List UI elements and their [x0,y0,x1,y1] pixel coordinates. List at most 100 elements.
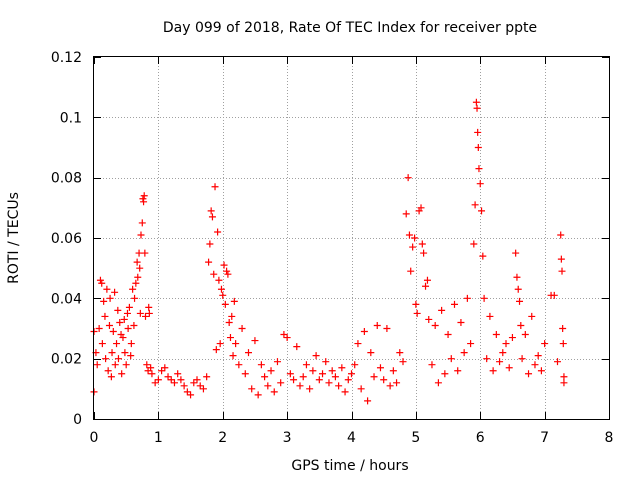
data-point [127,340,135,348]
data-point [306,385,314,393]
data-point [98,340,106,348]
data-point [154,376,162,384]
x-axis-label: GPS time / hours [291,458,408,474]
data-point [367,349,375,357]
data-point [428,361,436,369]
data-point [158,367,166,375]
data-point [541,340,549,348]
y-tick-label: 0 [73,412,82,428]
data-point [293,343,301,351]
data-point [106,294,114,302]
data-point [467,340,475,348]
data-point [325,379,333,387]
data-point [140,198,148,206]
data-point [217,285,225,293]
data-point [170,379,178,387]
axis-ticks: 0 1 2 3 4 5 6 7 8 0 0.02 0.04 0.06 0.08 0.1 0.12 [51,50,614,446]
data-point [409,243,417,251]
data-point [116,318,124,326]
data-point [417,204,425,212]
data-point [102,355,110,363]
data-point [127,352,135,360]
data-point [190,379,198,387]
data-point [148,370,156,378]
data-point [96,276,104,284]
data-point [559,340,567,348]
data-point [254,391,262,399]
x-tick-label: 4 [347,430,356,446]
data-point [431,321,439,329]
y-axis-label: ROTI / TECUs [6,192,22,284]
data-point [130,321,138,329]
data-point [525,370,533,378]
data-point [413,309,421,317]
data-point [124,325,132,332]
data-point [434,379,442,387]
data-point [141,249,149,257]
data-point [214,228,222,236]
data-point [143,361,151,369]
data-point [132,279,140,287]
data-point [203,373,211,381]
data-point [309,367,317,375]
data-point [560,373,568,381]
y-tick-label: 0.06 [51,231,82,247]
data-point [396,349,404,357]
data-point [512,249,520,257]
data-point [142,312,149,320]
data-point [444,331,452,339]
data-point [370,373,378,381]
data-point [364,397,372,405]
data-point [210,270,218,278]
x-tick-label: 8 [605,430,614,446]
x-tick-label: 5 [411,430,420,446]
data-point [560,379,568,387]
data-point [402,210,410,218]
data-point [341,388,349,396]
data-point [496,358,504,366]
data-point [505,364,513,372]
data-point [550,291,558,299]
y-tick-label: 0.04 [51,291,82,307]
data-point [114,355,122,363]
data-point [248,385,256,393]
data-point [299,373,307,381]
data-point [502,340,510,348]
data-point [315,376,323,384]
data-point [283,334,291,342]
data-point [328,367,336,375]
data-point [109,328,117,336]
data-point [208,213,216,221]
data-point [241,370,249,378]
data-point [224,270,232,278]
data-point [121,349,129,357]
data-point [476,180,484,188]
data-point [134,273,142,281]
y-tick-label: 0.12 [51,50,82,66]
data-point [101,312,109,320]
data-point [480,294,488,302]
data-point [331,373,339,381]
data-point [389,367,397,375]
data-point [422,282,430,290]
data-point [98,279,106,287]
data-point [460,349,468,357]
data-point [251,337,259,345]
data-point [225,318,233,326]
data-point [113,340,121,348]
data-point [229,352,237,360]
data-point [473,104,481,112]
data-point [111,361,119,369]
data-point [261,373,269,381]
data-point [226,334,234,342]
data-point [199,385,207,393]
data-point [183,388,191,396]
data-point [312,352,320,360]
data-point [360,328,368,336]
data-point [528,312,536,320]
data-point [322,358,330,366]
plot-frame [93,56,610,420]
data-point [335,382,343,390]
data-point [296,382,304,390]
